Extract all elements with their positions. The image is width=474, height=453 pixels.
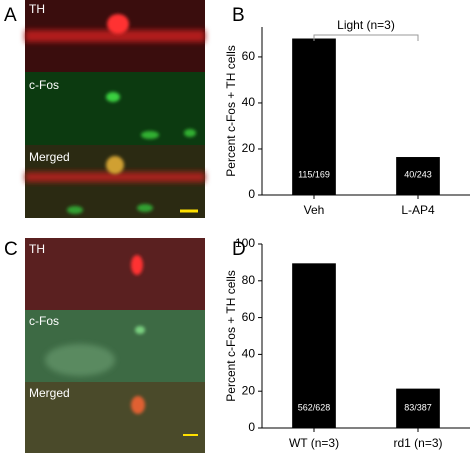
y-tick-label: 20 — [242, 141, 256, 155]
x-tick-label: WT (n=3) — [289, 436, 339, 450]
bar-label: 83/387 — [404, 402, 432, 412]
strip-label: TH — [29, 2, 45, 16]
panel-letter: A — [4, 5, 17, 26]
strip-label: TH — [29, 242, 45, 256]
y-tick-label: 0 — [248, 187, 255, 201]
strip-label: c-Fos — [29, 314, 59, 328]
image-panel-c — [25, 238, 205, 453]
bar-label: 40/243 — [404, 169, 432, 179]
y-tick-label: 20 — [242, 383, 256, 397]
x-tick-label: rd1 (n=3) — [393, 436, 442, 450]
x-tick-label: L-AP4 — [401, 203, 435, 217]
strip-label: Merged — [29, 386, 70, 400]
y-tick-label: 100 — [235, 236, 255, 250]
y-tick-label: 40 — [242, 347, 256, 361]
bar — [292, 263, 336, 428]
panel-letter: C — [4, 239, 18, 260]
image-panel-a — [25, 0, 205, 218]
y-tick-label: 0 — [248, 420, 255, 434]
bar — [396, 388, 440, 428]
bar-label: 115/169 — [298, 169, 330, 179]
panel-letter: D — [232, 239, 246, 260]
y-tick-label: 80 — [242, 273, 256, 287]
panel-letter: B — [232, 5, 245, 26]
y-tick-label: 60 — [242, 310, 256, 324]
y-axis-label: Percent c-Fos + TH cells — [224, 45, 238, 176]
x-tick-label: Veh — [304, 203, 325, 217]
bar — [292, 38, 336, 195]
y-tick-label: 60 — [242, 49, 256, 63]
bar-label: 562/628 — [298, 402, 331, 412]
bar — [396, 157, 440, 195]
strip-label: Merged — [29, 150, 70, 164]
y-axis-label: Percent c-Fos + TH cells — [224, 270, 238, 401]
annotation: Light (n=3) — [337, 18, 395, 32]
bracket — [313, 34, 419, 41]
y-tick-label: 40 — [242, 95, 256, 109]
strip-label: c-Fos — [29, 78, 59, 92]
